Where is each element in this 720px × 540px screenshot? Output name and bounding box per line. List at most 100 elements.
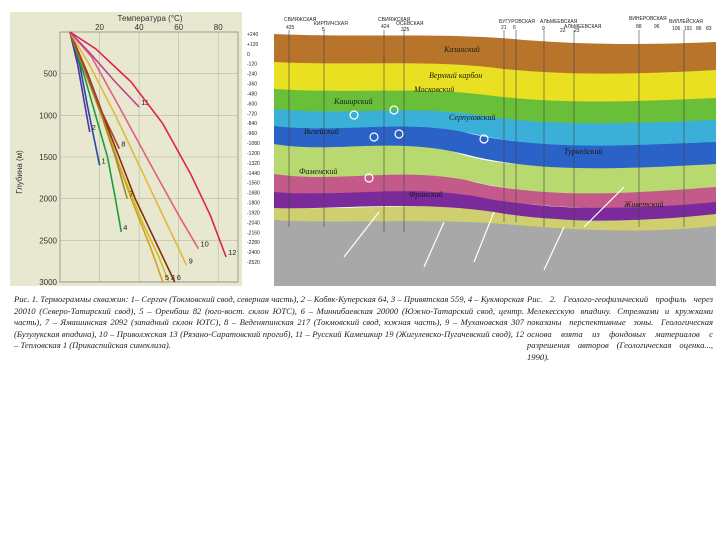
depth-tick-label: 0 [247,52,250,58]
series-label: 6 [177,273,181,282]
layer-label: Фаменский [299,167,337,176]
perspective-zone-circle [394,129,404,139]
depth-tick-label: -1560 [247,181,260,187]
depth-tick-label: -720 [247,111,257,117]
depth-tick-label: -600 [247,101,257,107]
layer-label: Московский [413,85,454,94]
well-number: 6 [513,25,516,31]
depth-tick-label: -1320 [247,161,260,167]
well-label: БУГУРОВСКАЯ [499,19,535,25]
well-number: 86 [696,26,702,32]
x-tick-label: 80 [214,23,223,32]
well-label: АЛЬМЕЕВСКАЯ [564,24,602,30]
arrow [473,211,495,263]
y-tick-label: 2000 [39,195,57,204]
figure1-caption: Рис. 1. Термограммы скважин: 1– Сергач (… [14,294,524,351]
well-number: 5 [322,27,325,33]
series-label: 9 [189,256,193,265]
well-number: 424 [381,24,390,30]
well-number: 22 [560,28,566,34]
depth-tick-label: -1080 [247,141,260,147]
famenian-layer [274,142,716,194]
plot-frame [59,31,239,283]
well-number: 325 [401,27,410,33]
well-label: АЛЬМЕЕВСКАЯ [540,19,578,25]
basement-layer [274,212,716,286]
figure2-caption: Рис. 2. Геолого-геофизический профиль че… [527,294,713,362]
layer-label: Казанский [443,45,480,54]
depth-tick-label: -1680 [247,191,260,197]
y-tick-label: 3000 [39,278,57,286]
series-label: 1 [102,156,106,165]
perspective-zone-circle [389,105,399,115]
well-number: 106 [672,26,681,32]
depth-tick-label: -1920 [247,210,260,216]
series-label: 10 [200,240,208,249]
well-label: ВИЛЛЕЙСКАЯ [669,17,703,25]
perspective-zone-circle [364,173,374,183]
well-number: 88 [636,24,642,30]
series-line-7 [69,31,128,199]
y-tick-label: 1000 [39,111,57,120]
well-number: 23 [574,28,580,34]
top-layer [274,34,716,74]
depth-tick-label: -1800 [247,201,260,207]
well-number: 21 [501,25,507,31]
series-line-4 [69,31,123,233]
series-line-10 [69,31,200,250]
thermogram-chart: 1 2 3 4 5 6 7 8 9 10 11 12 20 40 60 80 500 1000 1500 2000 2… [10,12,242,286]
depth-tick-label: -1200 [247,151,260,157]
series-label: 8 [121,140,125,149]
perspective-zone-circle [479,134,489,144]
layer-label: Визейский [304,127,339,136]
x-tick-label: 60 [174,23,183,32]
depth-tick-label: -120 [247,62,257,68]
series-line-8 [69,31,121,150]
depth-tick-label: +120 [247,42,258,48]
well-label: СВИЯЖСКАЯ [284,17,317,23]
profile-svg: +240 +120 0 -120 -240 -360 -480 -600 -720 -840 -96… [244,12,716,286]
depth-tick-label: -2040 [247,220,260,226]
x-tick-label: 40 [135,23,144,32]
arrow [583,186,625,228]
arrow [343,211,380,258]
depth-tick-label: -2520 [247,260,260,266]
magenta-layer [274,172,716,208]
depth-tick-label: -480 [247,91,257,97]
series-label: 4 [123,223,127,232]
depth-tick-label: -960 [247,131,257,137]
series-line-2 [69,31,91,133]
x-tick-label: 20 [95,23,104,32]
depth-tick-label: -240 [247,72,257,78]
well-number: 96 [654,24,660,30]
arrow [543,226,565,271]
layer-label: Серпуховский [449,113,495,122]
cyan-layer [274,107,716,146]
series-label: 2 [92,123,96,132]
depth-tick-label: -1440 [247,171,260,177]
depth-tick-label: -840 [247,121,257,127]
layer-label: Живетский [623,200,663,209]
y-tick-label: 2500 [39,236,57,245]
well-label: ОСЕВСКАЯ [396,21,424,27]
series-label: 5 [165,273,169,282]
depth-tick-label: +240 [247,32,258,38]
well-number: 83 [706,26,712,32]
depth-tick-label: -2160 [247,230,260,236]
series-line-11 [69,31,140,108]
blue-layer [274,124,716,169]
franian-layer [274,206,716,231]
series-label: 12 [228,248,236,257]
arrow [423,221,445,268]
perspective-zone-circle [369,132,379,142]
perspective-zone-circle [349,110,359,120]
y-tick-label: 1500 [39,153,57,162]
depth-tick-label: -2400 [247,250,260,256]
series-label: 7 [129,190,133,199]
well-label: СВИЯЖСКАЯ [378,17,411,23]
series-label: 11 [141,98,149,107]
well-number: 191 [684,26,693,32]
well-number: 425 [286,25,295,31]
depth-tick-label: -360 [247,82,257,88]
